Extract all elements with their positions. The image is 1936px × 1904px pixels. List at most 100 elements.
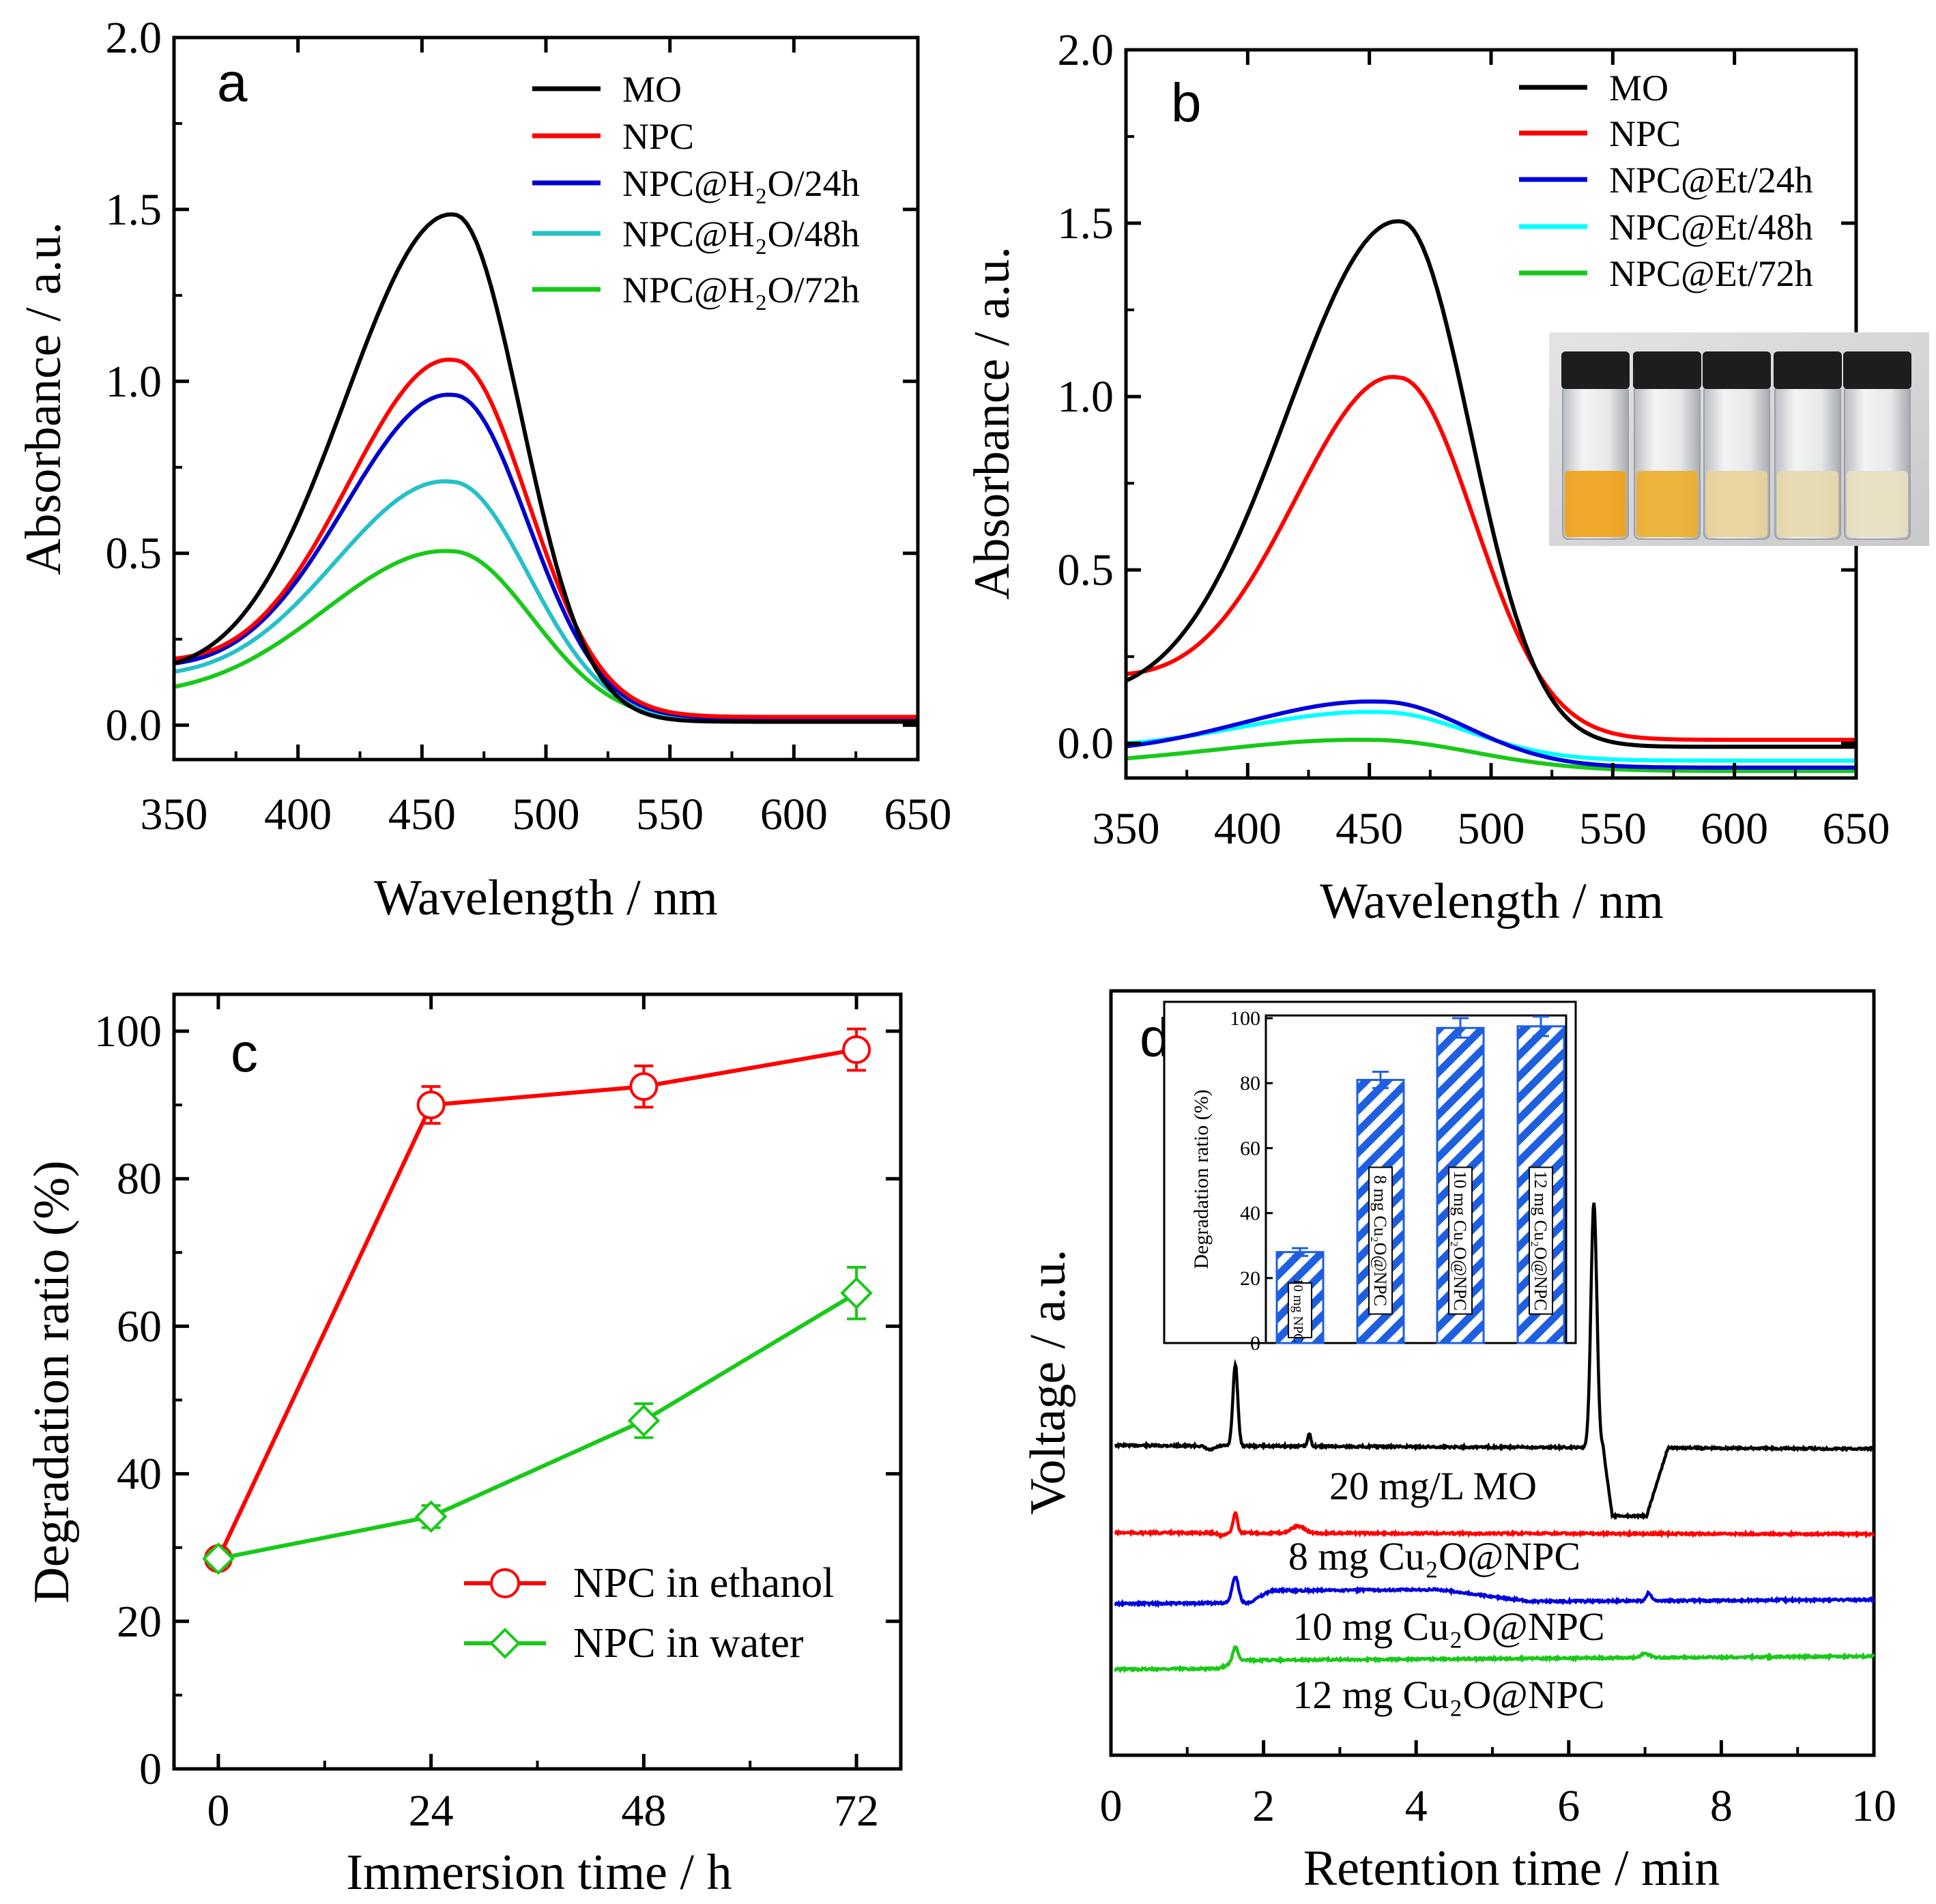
panel-b-xtick-label-1: 400 [1214,804,1282,854]
inset-ytick-label-0: 0 [1250,1332,1260,1355]
inset-bars: 10 mg NPC 8 mg Cu₂O@NPC 10 mg Cu₂O@NPC 12 m… [1275,1015,1565,1344]
panel-b-ytick-label-2: 1.0 [1058,372,1114,422]
panel-c-legend: NPC in ethanol NPC in water [464,1560,834,1667]
vial-liquid-1 [1636,471,1698,537]
inset-ticks: 0 20 40 60 80 100 [1230,1007,1273,1355]
panel-d-xtick-label-2: 4 [1405,1781,1428,1831]
panel-a-xtick-label-6: 650 [884,790,952,839]
inset-ytick-label-2: 40 [1240,1202,1260,1225]
legend-b-label-3: NPC@Et/48h [1609,207,1813,248]
inset-bar-label-group-1: 8 mg Cu₂O@NPC [1368,1166,1393,1315]
panel-d-trace-3 [1113,1645,1875,1674]
legend-a-label-2: NPC@H₂O/24h [622,163,860,204]
panel-d-xtick-label-0: 0 [1100,1781,1123,1831]
panel-a-ytick-label-0: 0.0 [106,701,162,751]
legend-b-label-1: NPC [1609,113,1681,154]
panel-c-ylabel: Degradation ratio (%) [24,1160,80,1603]
panel-c-letter: c [231,1022,258,1083]
panel-a-ytick-label-4: 2.0 [106,13,162,63]
panel-a-xtick-label-1: 400 [264,790,332,839]
panel-a-ytick-label-3: 1.5 [106,185,162,235]
panel-b-xtick-label-4: 550 [1579,804,1647,854]
legend-b-label-4: NPC@Et/72h [1609,253,1813,294]
inset-bar-label-group-3: 12 mg Cu₂O@NPC [1529,1166,1553,1315]
panel-b-xtick-label-2: 450 [1335,804,1403,854]
panel-d-trace-2 [1114,1575,1875,1609]
vial-liquid-2 [1706,471,1767,537]
panel-d: 0 2 4 6 8 10 d Retention time / min Voltage /… [1020,989,1896,1896]
panel-b-ytick-label-3: 1.5 [1058,199,1114,248]
panel-b-letter: b [1171,72,1202,133]
inset-ylabel: Degradation ratio (%) [1190,1089,1213,1269]
panel-d-trace-0 [1114,1202,1875,1520]
inset-bar-label-3: 12 mg Cu₂O@NPC [1531,1171,1550,1311]
panel-a-xtick-label-3: 500 [512,790,580,839]
panel-a: 350 400 450 500 550 600 650 0.0 0.5 1.0 1.5 2.0 a W… [16,13,952,926]
panel-a-ytick-label-2: 1.0 [106,357,162,407]
vial-liquid-0 [1565,471,1626,537]
vial-photo-inset [1549,332,1929,546]
panel-b-xtick-label-6: 650 [1823,804,1890,854]
panel-c-ytick-label-4: 80 [117,1154,162,1204]
vial-liquid-3 [1777,471,1838,537]
panel-c-series [202,1027,873,1575]
panel-b-xtick-label-0: 350 [1093,804,1160,854]
panel-c-ticks: 0 24 48 72 0 20 40 60 80 100 [94,994,901,1836]
panel-c-xtick-label-2: 48 [621,1786,666,1836]
panel-c-ytick-label-0: 0 [139,1744,162,1794]
panel-b-curve-0 [1125,219,1856,749]
panel-d-ylabel: Voltage / a.u. [1020,1249,1076,1514]
legend-a-label-4: NPC@H₂O/72h [622,270,860,311]
panel-d-ticks: 0 2 4 6 8 10 [1100,1740,1896,1831]
panel-b-ytick-label-4: 2.0 [1058,25,1114,75]
panel-c-point-1-0 [202,1542,235,1575]
panel-b-ylabel: Absorbance / a.u. [964,246,1020,600]
panel-c-ytick-label-1: 20 [117,1597,162,1647]
legend-c-label-1: NPC in water [573,1620,804,1667]
inset-bar-label-group-2: 10 mg Cu₂O@NPC [1448,1166,1473,1315]
inset-bar-label-box-2 [1448,1166,1473,1315]
inset-bar-chart: Degradation ratio (%) 0 20 40 60 80 100 10 mg… [1163,1000,1577,1355]
legend-c-marker-1 [489,1628,521,1659]
panel-b-curve-1 [1125,375,1856,742]
legend-b-label-2: NPC@Et/24h [1609,160,1813,201]
legend-b-label-0: MO [1609,68,1668,109]
inset-bar-label-box-1 [1368,1166,1393,1315]
vial-cap-3 [1774,351,1842,389]
panel-a-xtick-label-0: 350 [141,790,208,839]
legend-a-label-3: NPC@H₂O/48h [622,214,860,255]
trace-label-2: 10 mg Cu₂O@NPC [1292,1604,1604,1649]
vial-cap-4 [1843,351,1911,389]
panel-c-point-1-3 [840,1276,873,1310]
panel-b: 350 400 450 500 550 600 650 0.0 0.5 1.0 1.5 2.0 b W… [964,25,1929,929]
inset-bar-label-0: 10 mg NPC [1290,1278,1305,1342]
panel-c-point-0-1 [416,1091,446,1120]
inset-bar-label-box-0 [1288,1282,1312,1338]
inset-ytick-label-1: 20 [1240,1267,1260,1290]
inset-ytick-label-3: 60 [1240,1137,1260,1159]
panel-c-line-0 [216,1048,857,1560]
panel-b-ticks: 350 400 450 500 550 600 650 0.0 0.5 1.0 1.5 2.0 [1058,25,1890,854]
panel-a-xtick-label-2: 450 [388,790,456,839]
trace-label-0: 20 mg/L MO [1329,1464,1537,1508]
panel-a-curve-1 [173,357,918,719]
panel-d-xlabel: Retention time / min [1303,1841,1720,1896]
panel-c-point-1-1 [414,1500,448,1533]
panel-c-ytick-label-3: 60 [117,1301,162,1351]
inset-plot-frame [1265,1014,1567,1344]
panel-b-xtick-label-5: 600 [1701,804,1768,854]
panel-d-traces [1113,1202,1875,1674]
panel-a-curve-4 [173,549,918,723]
panel-a-frame [172,35,920,762]
vials [1561,351,1911,540]
panel-c-point-1-2 [627,1404,661,1437]
panel-b-legend: MO NPC NPC@Et/24h NPC@Et/48h NPC@Et/72h [1519,68,1813,294]
inset-bar-label-1: 8 mg Cu₂O@NPC [1370,1175,1390,1306]
panel-a-ticks: 350 400 450 500 550 600 650 0.0 0.5 1.0 1.5 2.0 [106,13,952,839]
inset-bar-label-box-3 [1529,1166,1553,1315]
panel-a-xtick-label-4: 550 [636,790,704,839]
panel-c-xtick-label-1: 24 [409,1786,454,1836]
panel-c-point-0-2 [629,1072,659,1101]
vial-cap-1 [1633,351,1701,389]
panel-c-ytick-label-5: 100 [94,1007,162,1056]
